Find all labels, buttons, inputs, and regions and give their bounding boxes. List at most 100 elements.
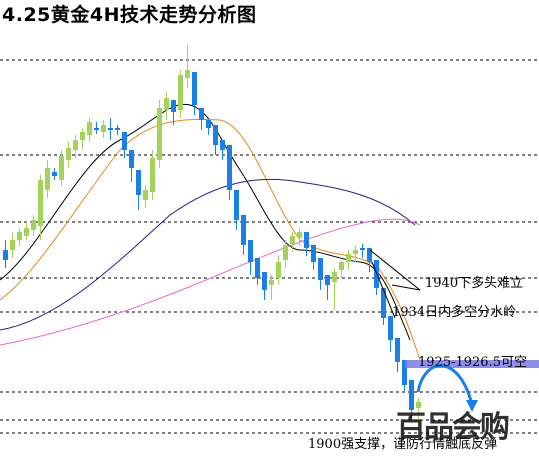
candle-body <box>255 258 260 278</box>
candle <box>150 150 155 200</box>
candle <box>381 288 386 325</box>
candle-body <box>199 108 204 120</box>
candle <box>80 128 85 150</box>
candle <box>388 316 393 352</box>
candle <box>3 240 8 268</box>
trend-line <box>391 284 421 291</box>
candle-body <box>311 245 316 262</box>
zone-label: 1925-1926.5可空 <box>418 355 527 370</box>
candle <box>360 244 365 258</box>
candle-body <box>3 250 8 260</box>
ma-short-line <box>0 103 411 341</box>
candle-body <box>402 360 407 385</box>
candle <box>227 145 232 200</box>
candle-body <box>248 240 253 262</box>
candle-body <box>17 232 22 240</box>
candle-body <box>416 402 421 408</box>
candle <box>416 398 421 430</box>
candle-body <box>129 150 134 168</box>
candle-body <box>318 258 323 280</box>
candle-body <box>143 190 148 200</box>
candle-body <box>10 240 15 250</box>
candle-body <box>297 232 302 238</box>
candle <box>353 246 358 262</box>
candle-body <box>227 145 232 190</box>
candle-body <box>80 132 85 140</box>
candle-body <box>213 125 218 145</box>
candle-body <box>87 122 92 135</box>
level-label-1940: 1940下多头难立 <box>425 275 523 291</box>
candle-body <box>59 156 64 180</box>
candle-body <box>185 70 190 78</box>
candle-body <box>24 228 29 236</box>
candle <box>276 255 281 285</box>
candle <box>136 170 141 210</box>
ma-mid-line <box>0 118 421 361</box>
watermark-logo: 百品会购 <box>396 410 510 445</box>
candle <box>283 240 288 268</box>
candle <box>143 185 148 208</box>
candle <box>311 245 316 270</box>
candle <box>115 125 120 135</box>
trend-line <box>369 249 421 291</box>
candle <box>220 140 225 160</box>
candle <box>73 135 78 158</box>
candle-body <box>325 275 330 285</box>
candle-body <box>31 220 36 230</box>
candle-body <box>381 288 386 318</box>
candle <box>192 72 197 115</box>
level-label-1900: 1900强支撑，谨防行情触底反弹 <box>308 436 497 452</box>
candle <box>59 150 64 186</box>
candle-body <box>38 180 43 226</box>
candle-body <box>94 128 99 130</box>
candle-body <box>136 170 141 195</box>
candle <box>199 108 204 130</box>
candle-body <box>178 75 183 110</box>
candle-body <box>45 168 50 190</box>
candle-body <box>241 215 246 245</box>
candle <box>171 100 176 125</box>
candle <box>318 258 323 290</box>
candle <box>108 118 113 140</box>
candle <box>31 215 36 236</box>
rebound-arrow-head <box>466 400 478 412</box>
candle <box>255 258 260 285</box>
candle-body <box>150 158 155 192</box>
candle <box>87 118 92 142</box>
candle <box>24 222 29 240</box>
candle <box>332 268 337 310</box>
candle <box>367 248 372 272</box>
candle <box>402 360 407 392</box>
candle-body <box>409 380 414 410</box>
candle <box>185 45 190 88</box>
candle <box>122 132 127 158</box>
candle <box>304 232 309 256</box>
candle <box>409 380 414 420</box>
candle-body <box>346 254 351 262</box>
candle <box>101 120 106 138</box>
rebound-arc <box>416 364 474 406</box>
candle <box>234 190 239 230</box>
candle-body <box>206 120 211 128</box>
candle <box>38 175 43 240</box>
candle-body <box>262 272 267 290</box>
candle <box>17 228 22 246</box>
candle <box>66 142 71 168</box>
candle-body <box>332 272 337 282</box>
trend-line <box>371 261 396 319</box>
candle-body <box>52 172 57 176</box>
candle-body <box>73 140 78 150</box>
candle <box>94 122 99 134</box>
candle-body <box>171 100 176 112</box>
chart-title: 4.25黄金4H技术走势分析图 <box>2 4 257 26</box>
candle <box>45 160 50 198</box>
candle-body <box>290 236 295 244</box>
candle <box>339 260 344 278</box>
candle-body <box>395 338 400 362</box>
candle <box>395 338 400 372</box>
ma-long-line <box>0 178 416 331</box>
candle-body <box>220 140 225 150</box>
candle-body <box>339 262 344 270</box>
candle <box>164 92 169 120</box>
